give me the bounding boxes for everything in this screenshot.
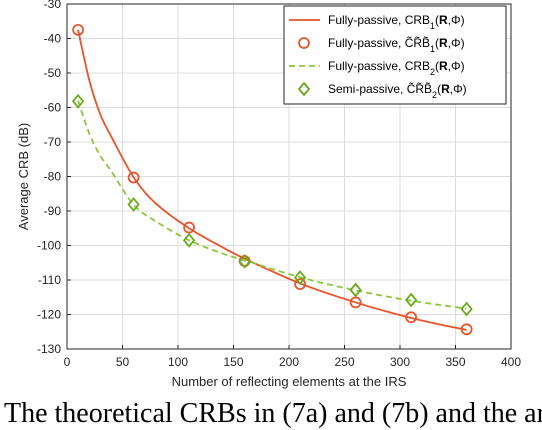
legend: Fully-passive, CRB1(R,Φ) Fully-passive, C… (283, 5, 507, 105)
legend-swatch (298, 37, 310, 49)
ticks: 0 50 100 150 200 250 300 350 400 -30 -40 -50 -60 -70 -… (37, 0, 521, 369)
legend-swatch (297, 81, 311, 97)
series-line (77, 29, 467, 331)
figure-caption: The theoretical CRBs in (7a) and (7b) an… (4, 398, 542, 429)
legend-box (283, 5, 507, 105)
diamond-marker (127, 197, 140, 212)
diamond-marker (349, 282, 362, 298)
diamond-marker (293, 270, 307, 285)
y-tick-label: -60 (44, 101, 62, 115)
y-tick-label: -130 (37, 342, 61, 356)
circle-marker (349, 296, 362, 309)
diamond-marker (71, 93, 85, 109)
series-1 (77, 29, 467, 331)
diamond-marker (182, 232, 196, 248)
y-tick-label: -30 (44, 0, 62, 11)
x-axis-label: Number of reflecting elements at the IRS (172, 374, 407, 389)
series-3 (77, 100, 467, 310)
legend-entry-3: Fully-passive, CRB2(R,Φ) (328, 59, 465, 77)
diamond-marker (460, 301, 473, 317)
circle-marker (294, 278, 307, 291)
y-tick-label: -120 (37, 308, 61, 322)
legend-entry-2: Fully-passive, C̃R̃B̃1(R,Φ) (328, 35, 465, 54)
circle-marker (72, 23, 84, 36)
x-tick-label: 150 (223, 355, 243, 369)
legend-entry-4: Semi-passive, C̃R̃B̃2(R,Φ) (328, 81, 467, 100)
y-tick-label: -100 (37, 239, 61, 253)
series-line (77, 100, 467, 310)
y-tick-label: -90 (44, 204, 62, 218)
y-tick-label: -70 (44, 135, 62, 149)
diamond-marker (404, 292, 418, 308)
crb-chart: 0 50 100 150 200 250 300 350 400 -30 -40 -50 -60 -70 -… (16, 0, 521, 389)
legend-entry-1: Fully-passive, CRB1(R,Φ) (328, 13, 465, 31)
diamond-marker (238, 253, 251, 269)
series-layer (71, 23, 473, 336)
circle-marker (460, 323, 473, 336)
y-tick-label: -80 (44, 170, 62, 184)
x-tick-label: 400 (501, 355, 521, 369)
circle-marker (127, 171, 140, 184)
x-tick-label: 350 (445, 355, 465, 369)
x-tick-label: 100 (168, 355, 188, 369)
circle-marker (183, 221, 196, 234)
y-tick-label: -50 (44, 66, 62, 80)
x-tick-label: 0 (64, 355, 71, 369)
circle-marker (405, 311, 418, 324)
x-tick-label: 300 (390, 355, 410, 369)
x-tick-label: 250 (334, 355, 354, 369)
y-tick-label: -110 (38, 273, 61, 287)
series-4 (71, 93, 473, 317)
y-tick-label: -40 (44, 32, 62, 46)
x-tick-label: 200 (279, 355, 299, 369)
x-tick-label: 50 (116, 355, 130, 369)
y-axis-label: Average CRB (dB) (16, 123, 31, 230)
